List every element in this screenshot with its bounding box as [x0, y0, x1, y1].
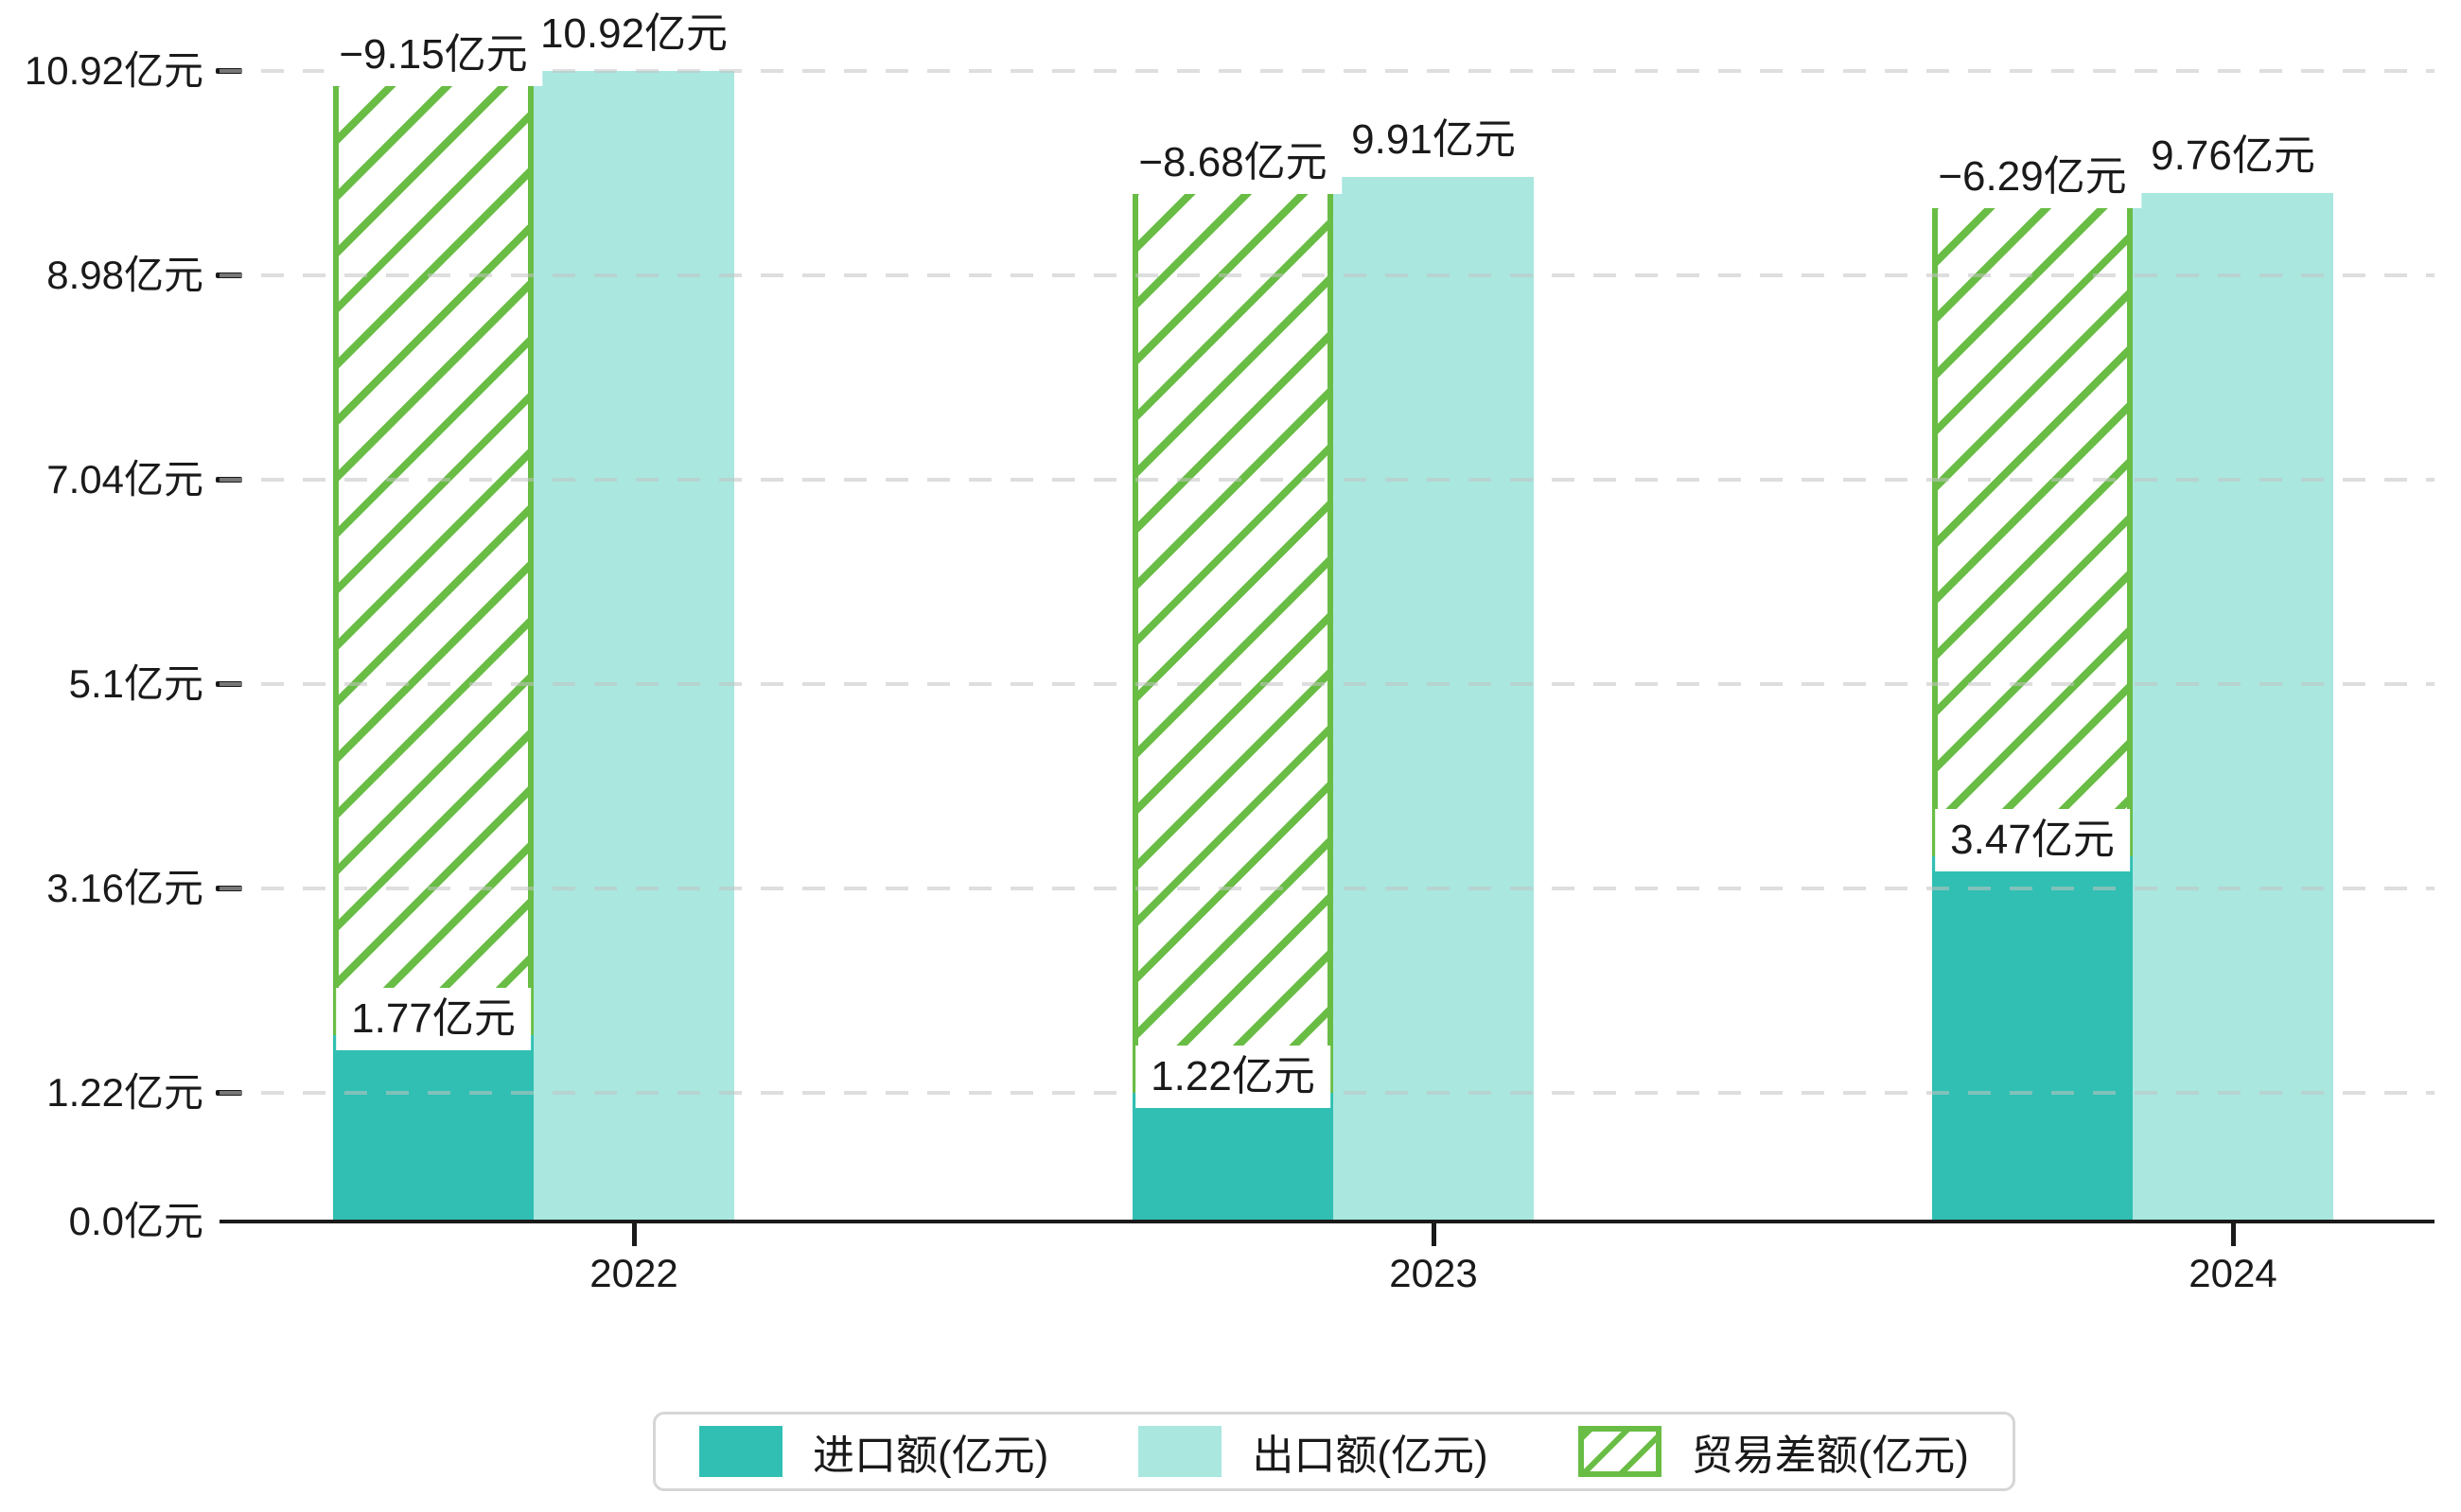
gridline [220, 887, 2435, 891]
y-tick-label: 0.0亿元 [68, 1199, 203, 1243]
y-tick-label: 3.16亿元 [46, 866, 203, 911]
export-bar [534, 71, 734, 1222]
import-bar [333, 1034, 534, 1222]
legend-item-import: 进口额(亿元) [699, 1421, 1048, 1482]
legend-item-export: 出口额(亿元) [1138, 1421, 1488, 1482]
gridline [220, 478, 2435, 483]
legend-label-import: 进口额(亿元) [813, 1433, 1049, 1479]
trade-balance-value-label: −9.15亿元 [324, 24, 543, 86]
import-value-label: 1.77亿元 [336, 987, 531, 1050]
trade-balance-bar [1133, 178, 1333, 1094]
import-bar [1932, 855, 2133, 1222]
x-tick-mark [2231, 1223, 2236, 1246]
x-tick-mark [632, 1223, 637, 1246]
import-value-label: 1.22亿元 [1135, 1046, 1330, 1109]
x-tick-mark [1432, 1223, 1436, 1246]
export-value-label: 9.91亿元 [1336, 109, 1531, 172]
export-bar [2133, 193, 2333, 1222]
legend-label-trade-balance: 贸易差额(亿元) [1691, 1433, 1969, 1479]
x-tick-label: 2024 [2189, 1251, 2277, 1295]
legend-label-export: 出口额(亿元) [1252, 1433, 1488, 1479]
trade-balance-bar [333, 71, 534, 1035]
y-tick-label: 1.22亿元 [46, 1070, 203, 1116]
gridline [220, 682, 2435, 687]
y-tick-label: 10.92亿元 [24, 48, 203, 93]
gridline [220, 273, 2435, 278]
y-tick-label: 7.04亿元 [46, 457, 203, 502]
legend-swatch-trade-balance [1577, 1426, 1661, 1477]
gridline [220, 69, 2435, 73]
y-tick-label: 5.1亿元 [68, 661, 203, 707]
trade-balance-value-label: −8.68亿元 [1123, 131, 1343, 194]
legend: 进口额(亿元) 出口额(亿元) 贸易差额(亿元) [653, 1412, 2015, 1491]
x-tick-label: 2023 [1389, 1251, 1478, 1295]
legend-item-trade-balance: 贸易差额(亿元) [1577, 1421, 1969, 1482]
export-value-label: 9.76亿元 [2136, 125, 2330, 188]
trade-balance-value-label: −6.29亿元 [1923, 146, 2142, 209]
import-bar [1133, 1093, 1333, 1222]
import-value-label: 3.47亿元 [1935, 808, 2130, 871]
export-value-label: 10.92亿元 [524, 3, 744, 65]
y-tick-label: 8.98亿元 [46, 253, 203, 298]
x-tick-label: 2022 [589, 1251, 678, 1295]
export-bar [1333, 177, 1534, 1222]
trade-balance-bar [1932, 193, 2133, 856]
legend-swatch-export [1138, 1426, 1222, 1477]
x-axis-line [220, 1220, 2435, 1223]
legend-swatch-import [699, 1426, 783, 1477]
